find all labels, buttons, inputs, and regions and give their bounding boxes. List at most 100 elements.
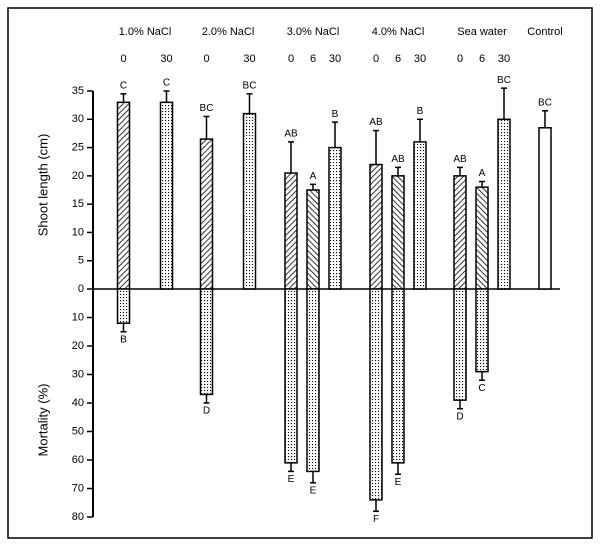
significance-letter: C: [163, 78, 170, 89]
significance-letter: E: [395, 477, 402, 488]
bar: [242, 112, 257, 290]
group-label: Sea water: [457, 26, 507, 38]
group-label: 2.0% NaCl: [202, 26, 255, 38]
y2-tick-label: 70: [72, 482, 84, 494]
bar: [284, 172, 298, 290]
significance-letter: A: [310, 171, 317, 182]
significance-letter: B: [120, 334, 127, 345]
category-label: 0: [288, 53, 294, 65]
significance-letter: C: [120, 80, 127, 91]
bar: [116, 288, 131, 324]
bar: [497, 118, 511, 290]
significance-letter: BC: [538, 97, 552, 108]
y-tick-label: 10: [72, 226, 84, 238]
y2-tick-label: 50: [72, 425, 84, 437]
bar: [306, 288, 320, 473]
frame: [7, 7, 593, 539]
error-bar: [288, 141, 294, 174]
error-bar: [332, 121, 338, 148]
error-bar: [395, 462, 401, 475]
bar: [369, 288, 383, 501]
y2-axis-label: Mortality (%): [35, 384, 50, 457]
bar: [369, 163, 383, 290]
significance-letter: F: [373, 514, 379, 525]
category-label: 30: [414, 53, 426, 65]
category-label: 30: [498, 53, 510, 65]
significance-letter: AB: [369, 117, 383, 128]
category-label: 30: [329, 53, 341, 65]
y-tick-label: 15: [72, 198, 84, 210]
error-bar: [203, 115, 210, 140]
significance-letter: BC: [243, 80, 257, 91]
significance-letter: D: [456, 411, 463, 422]
significance-letter: AB: [453, 154, 467, 165]
bar: [413, 141, 427, 290]
category-label: 0: [203, 53, 209, 65]
bar: [284, 288, 298, 464]
group-label: Control: [527, 26, 562, 38]
bar: [116, 101, 131, 290]
error-bar: [120, 323, 127, 333]
error-bar: [203, 394, 210, 404]
group-label: 1.0% NaCl: [119, 26, 172, 38]
bar: [159, 101, 174, 290]
bar: [475, 288, 489, 373]
category-label: 30: [160, 53, 172, 65]
bar: [306, 189, 320, 290]
y2-tick-label: 60: [72, 454, 84, 466]
bar: [453, 175, 467, 290]
significance-letter: E: [288, 474, 295, 485]
y-tick-label: 35: [72, 85, 84, 97]
y-tick-label: 25: [72, 141, 84, 153]
significance-letter: BC: [497, 75, 511, 86]
significance-letter: E: [310, 485, 317, 496]
category-label: 0: [120, 53, 126, 65]
significance-letter: BC: [200, 103, 214, 114]
significance-letter: D: [203, 406, 210, 417]
error-bar: [501, 87, 507, 120]
y-axis-label: Shoot length (cm): [35, 134, 50, 237]
error-bar: [310, 183, 316, 190]
error-bar: [373, 499, 379, 513]
error-bar: [373, 129, 379, 165]
bar: [199, 288, 214, 396]
bar: [328, 146, 342, 290]
y2-tick-label: 10: [72, 311, 84, 323]
error-bar: [542, 110, 548, 128]
bar: [475, 186, 489, 290]
error-bar: [457, 166, 463, 176]
bar: [391, 175, 405, 290]
category-label: 6: [395, 53, 401, 65]
y2-tick-label: 40: [72, 397, 84, 409]
error-bar: [417, 118, 423, 142]
y-tick-label: 0: [78, 283, 84, 295]
bar: [391, 288, 405, 464]
error-bar: [457, 400, 463, 410]
significance-letter: AB: [391, 154, 405, 165]
error-bar: [395, 166, 401, 176]
error-bar: [246, 93, 253, 114]
category-label: 6: [479, 53, 485, 65]
category-label: 0: [457, 53, 463, 65]
error-bar: [163, 90, 170, 103]
y2-tick-label: 20: [72, 340, 84, 352]
bar: [199, 138, 214, 290]
significance-letter: A: [479, 168, 486, 179]
significance-letter: C: [478, 383, 485, 394]
error-bar: [479, 371, 485, 381]
category-label: 30: [243, 53, 255, 65]
group-label: 3.0% NaCl: [287, 26, 340, 38]
y2-tick-label: 30: [72, 368, 84, 380]
significance-letter: B: [332, 109, 339, 120]
bar: [453, 288, 467, 401]
error-bar: [479, 180, 485, 188]
y2-tick-label: 80: [72, 511, 84, 523]
error-bar: [120, 93, 127, 103]
significance-letter: AB: [284, 129, 298, 140]
category-label: 0: [373, 53, 379, 65]
error-bar: [310, 471, 316, 484]
bar: [538, 127, 552, 290]
group-label: 4.0% NaCl: [372, 26, 425, 38]
y-tick-label: 5: [78, 255, 84, 267]
